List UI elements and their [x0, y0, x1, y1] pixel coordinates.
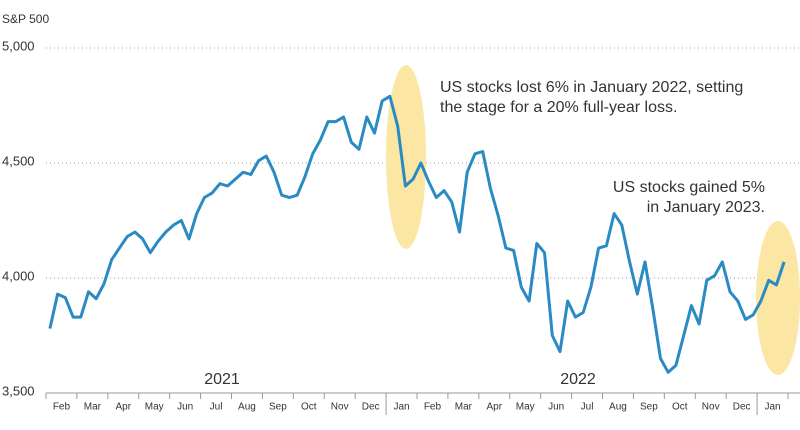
- x-tick-label: Aug: [238, 402, 256, 413]
- x-tick-label: Jun: [548, 402, 564, 413]
- y-tick-label: 4,000: [2, 268, 35, 283]
- x-tick-label: Feb: [53, 402, 71, 413]
- year-label: 2021: [204, 371, 240, 388]
- x-tick-label: Sep: [269, 402, 287, 413]
- annotation: US stocks gained 5%: [613, 179, 765, 196]
- x-tick-label: Nov: [702, 402, 720, 413]
- x-tick-label: May: [145, 402, 164, 413]
- x-tick-label: Dec: [362, 402, 380, 413]
- x-tick-label: Aug: [609, 402, 627, 413]
- x-tick-label: Sep: [640, 402, 658, 413]
- x-tick-label: Jun: [177, 402, 193, 413]
- x-tick-label: Mar: [455, 402, 473, 413]
- annotation: the stage for a 20% full-year loss.: [440, 99, 677, 116]
- x-tick-label: Apr: [116, 402, 132, 413]
- x-tick-label: Oct: [672, 402, 688, 413]
- annotation: in January 2023.: [647, 199, 765, 216]
- x-tick-label: Jul: [210, 402, 223, 413]
- x-tick-label: Jul: [581, 402, 594, 413]
- y-tick-label: 4,500: [2, 153, 35, 168]
- y-tick-label: 5,000: [2, 38, 35, 53]
- x-tick-label: Oct: [301, 402, 317, 413]
- x-tick-label: Apr: [487, 402, 503, 413]
- y-axis-label: S&P 500: [2, 12, 49, 26]
- year-label: 2022: [560, 371, 596, 388]
- x-tick-label: Mar: [84, 402, 102, 413]
- line-series: [48, 94, 786, 374]
- x-tick-label: May: [516, 402, 535, 413]
- annotation: US stocks lost 6% in January 2022, setti…: [440, 79, 743, 96]
- x-tick-label: Feb: [424, 402, 442, 413]
- y-tick-label: 3,500: [2, 383, 35, 398]
- x-tick-label: Jan: [393, 402, 409, 413]
- x-tick-label: Nov: [331, 402, 349, 413]
- x-tick-label: Dec: [733, 402, 751, 413]
- x-tick-label: Jan: [764, 402, 780, 413]
- highlight: [756, 221, 800, 375]
- highlight: [386, 65, 426, 249]
